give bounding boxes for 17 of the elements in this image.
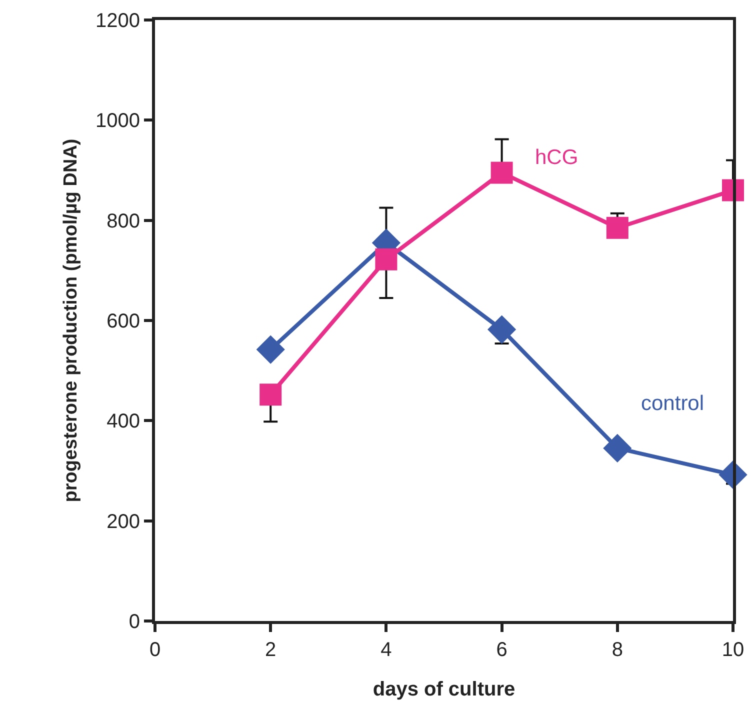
x-axis-title: days of culture [372, 678, 516, 700]
y-tick-label: 1200 [96, 10, 140, 32]
x-tick-label: 0 [149, 639, 161, 661]
series-label: control [641, 392, 704, 415]
x-tick-label: 8 [612, 639, 623, 661]
x-tick-label: 4 [380, 639, 392, 661]
series-label: hCG [535, 146, 578, 169]
y-tick-label: 400 [106, 410, 140, 433]
x-tick-label: 2 [265, 639, 276, 661]
x-tick-label: 6 [496, 639, 508, 661]
y-tick-label: 200 [106, 510, 140, 533]
y-tick-label: 800 [106, 210, 140, 232]
y-tick-label: 0 [128, 611, 140, 633]
y-tick-label: 1000 [96, 110, 140, 132]
x-tick-label: 10 [722, 639, 744, 661]
y-axis-title: progesterone production (pmol/µg DNA) [60, 138, 82, 502]
y-tick-label: 600 [106, 310, 140, 332]
